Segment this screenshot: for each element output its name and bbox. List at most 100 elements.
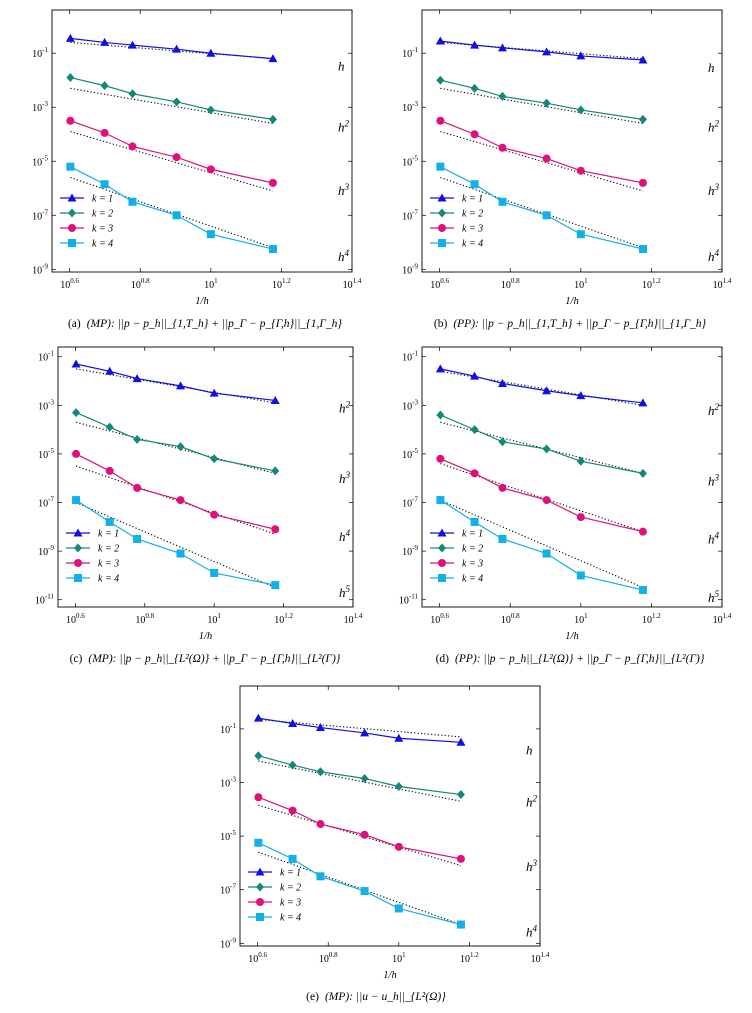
legend-label-c-4: k = 4	[98, 574, 119, 585]
point-e-k1-0	[253, 713, 263, 722]
point-e-k3-2	[316, 820, 325, 829]
point-e-k2-5	[456, 790, 465, 800]
series-line-c-k4	[75, 499, 276, 586]
point-b-k3-5	[638, 178, 647, 187]
x-tick-label-a-4: 101.4	[343, 277, 362, 291]
point-a-k3-3	[172, 153, 181, 162]
point-b-k3-2	[498, 143, 507, 152]
caption-a: (a) (MP): ||p − p_h||_{1,T_h} + ||p_Γ − p…	[40, 318, 370, 330]
point-c-k3-0	[72, 449, 81, 458]
point-b-k3-3	[542, 154, 551, 163]
point-c-k1-1	[105, 366, 115, 375]
point-e-k3-3	[360, 830, 369, 839]
point-d-k3-3	[542, 496, 551, 505]
rate-label-e-k2: h2	[526, 794, 538, 810]
point-d-k4-5	[638, 585, 647, 594]
point-a-k3-4	[206, 165, 215, 174]
point-b-k2-2	[498, 91, 507, 101]
point-d-k4-3	[542, 549, 551, 558]
rate-label-c-k2: h3	[339, 470, 351, 486]
y-tick-label-e-2: 10-5	[220, 829, 236, 843]
point-e-k2-0	[254, 751, 263, 761]
point-a-k4-2	[128, 197, 137, 206]
reference-line-e-1	[258, 718, 461, 738]
rate-label-d-k3: h4	[708, 531, 720, 547]
series-line-c-k2	[75, 412, 276, 472]
legend-marker-a-4	[68, 239, 76, 247]
y-tick-label-e-1: 10-3	[220, 775, 236, 789]
point-b-k4-1	[470, 180, 479, 189]
point-d-k4-2	[498, 534, 507, 543]
point-a-k1-1	[100, 37, 110, 46]
point-e-k4-0	[254, 838, 263, 847]
reference-line-b-2	[440, 87, 644, 124]
y-tick-label-d-5: 10-11	[399, 593, 419, 607]
caption-b-label: (b)	[433, 318, 448, 330]
point-a-k2-4	[206, 105, 215, 115]
x-tick-label-d-0: 100.6	[430, 612, 449, 626]
rate-label-b-k2: h2	[708, 118, 720, 134]
y-tick-label-c-3: 10-7	[38, 496, 54, 510]
x-tick-label-b-3: 101.2	[642, 277, 661, 291]
point-e-k4-1	[288, 854, 297, 863]
point-d-k1-0	[435, 364, 445, 373]
legend-label-e-3: k = 3	[280, 898, 301, 909]
point-b-k1-3	[542, 47, 552, 56]
point-b-k1-2	[497, 43, 507, 52]
point-d-k1-1	[470, 371, 480, 380]
plot-e: 100.6 100.8 101 101.2 101.4 10-1 10-3 10-5 10-7 1…	[220, 685, 550, 981]
legend-label-d-3: k = 3	[462, 559, 483, 570]
plot-a-frame	[51, 9, 353, 273]
reference-line-c-2	[75, 421, 276, 474]
series-line-a-k1	[70, 37, 273, 60]
y-tick-label-e-4: 10-9	[220, 936, 236, 950]
reference-line-a-2	[70, 87, 274, 124]
point-d-k4-0	[436, 496, 445, 505]
legend-marker-a-3	[68, 224, 76, 232]
y-tick-label-d-0: 10-1	[402, 350, 418, 364]
point-e-k4-4	[394, 904, 403, 913]
plot-a: 100.6 100.8 101 101.2 101.4 10-1 10-3 10-5 10-7 1…	[32, 9, 362, 307]
point-c-k1-2	[132, 374, 142, 383]
legend-marker-b-2	[438, 208, 446, 218]
x-tick-label-d-3: 101.2	[642, 612, 661, 626]
x-tick-label-c-3: 101.2	[274, 612, 293, 626]
point-b-k2-1	[470, 83, 479, 93]
legend-label-c-3: k = 3	[98, 559, 119, 570]
legend-marker-a-2	[68, 208, 76, 218]
point-a-k1-0	[65, 33, 75, 42]
rate-label-c-k1: h2	[339, 399, 351, 415]
legend-marker-c-2	[74, 543, 82, 553]
point-c-k3-5	[271, 525, 280, 534]
rate-label-a-k4: h4	[338, 248, 350, 264]
x-tick-label-c-0: 100.6	[66, 612, 85, 626]
x-tick-label-b-4: 101.4	[713, 277, 732, 291]
x-tick-label-b-2: 101	[574, 277, 588, 291]
point-d-k3-2	[498, 483, 507, 492]
series-line-e-k4	[258, 842, 462, 926]
rate-label-a-k3: h3	[338, 182, 350, 198]
caption-e: (e) (MP): ||u − u_h||_{L²(Ω)}	[216, 991, 536, 1003]
point-b-k1-5	[638, 55, 648, 64]
point-b-k2-0	[436, 75, 445, 85]
caption-c: (c) (MP): ||p − p_h||_{L²(Ω)} + ||p_Γ − p…	[40, 653, 370, 665]
y-tick-label-a-0: 10-1	[32, 46, 48, 60]
x-tick-label-e-4: 101.4	[531, 951, 550, 965]
point-d-k1-2	[497, 378, 507, 387]
caption-d-text: (PP): ||p − p_h||_{L²(Ω)} + ||p_Γ − p_{Γ…	[454, 653, 705, 665]
x-axis-label-b: 1/h	[565, 296, 578, 307]
point-b-k2-5	[638, 114, 647, 124]
series-line-d-k2	[440, 414, 644, 474]
rate-label-d-k4: h5	[708, 589, 720, 605]
caption-a-text: (MP): ||p − p_h||_{1,T_h} + ||p_Γ − p_{Γ…	[86, 318, 343, 330]
legend-marker-b-3	[438, 224, 446, 232]
point-a-k3-1	[100, 128, 109, 137]
point-d-k4-4	[576, 571, 585, 580]
point-d-k4-1	[470, 517, 479, 526]
series-line-c-k1	[75, 363, 276, 402]
point-a-k2-2	[128, 89, 137, 99]
series-line-a-k4	[70, 166, 274, 250]
series-line-e-k3	[258, 796, 462, 860]
point-c-k1-4	[209, 388, 219, 397]
